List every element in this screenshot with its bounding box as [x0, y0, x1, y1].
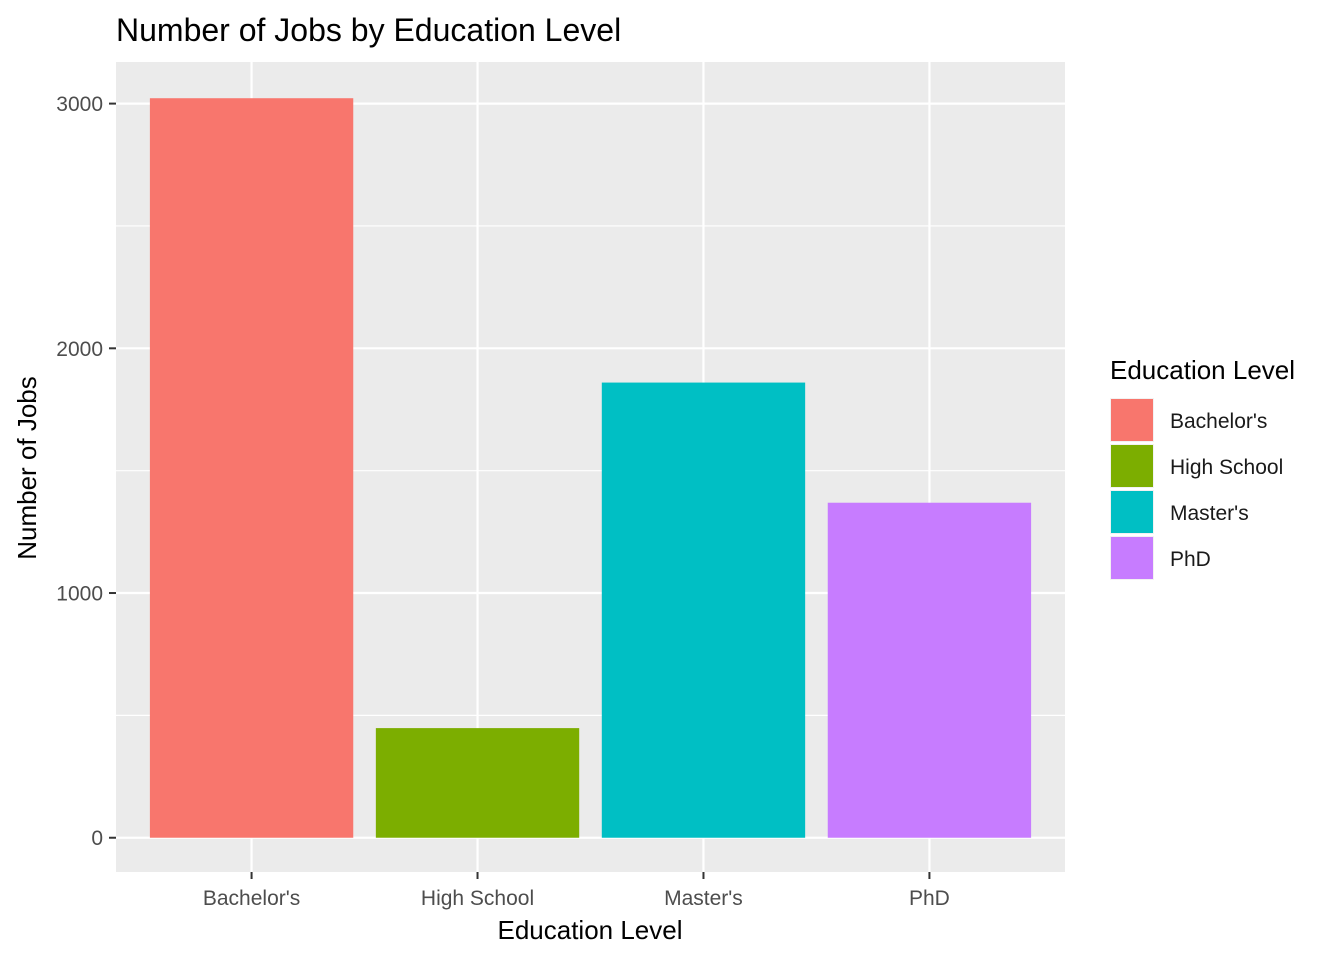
bar: [827, 502, 1032, 838]
bar: [149, 98, 354, 838]
legend-swatch: [1111, 399, 1153, 441]
bar: [375, 728, 580, 838]
legend-swatch: [1111, 491, 1153, 533]
chart-title: Number of Jobs by Education Level: [116, 12, 621, 48]
y-tick-label: 1000: [56, 583, 103, 606]
x-tick-label: PhD: [909, 887, 950, 910]
legend: Education Level Bachelor's High School Mas…: [1110, 355, 1295, 580]
legend-swatch: [1111, 445, 1153, 487]
x-axis: Bachelor's High School Master's PhD: [203, 872, 950, 910]
legend-label: High School: [1170, 456, 1283, 479]
y-axis: 0 1000 2000 3000: [56, 93, 116, 850]
bars: [149, 98, 1032, 838]
y-tick-label: 3000: [56, 93, 103, 116]
legend-items: Bachelor's High School Master's PhD: [1110, 398, 1283, 580]
legend-label: Master's: [1170, 502, 1249, 525]
y-axis-title: Number of Jobs: [12, 376, 42, 560]
bar: [601, 382, 806, 838]
y-tick-label: 0: [91, 827, 103, 850]
legend-label: Bachelor's: [1170, 410, 1267, 433]
x-tick-label: High School: [421, 887, 534, 910]
x-axis-title: Education Level: [497, 915, 682, 945]
x-tick-label: Bachelor's: [203, 887, 300, 910]
legend-label: PhD: [1170, 548, 1211, 571]
y-tick-label: 2000: [56, 338, 103, 361]
legend-title: Education Level: [1110, 355, 1295, 385]
legend-swatch: [1111, 537, 1153, 579]
x-tick-label: Master's: [664, 887, 743, 910]
